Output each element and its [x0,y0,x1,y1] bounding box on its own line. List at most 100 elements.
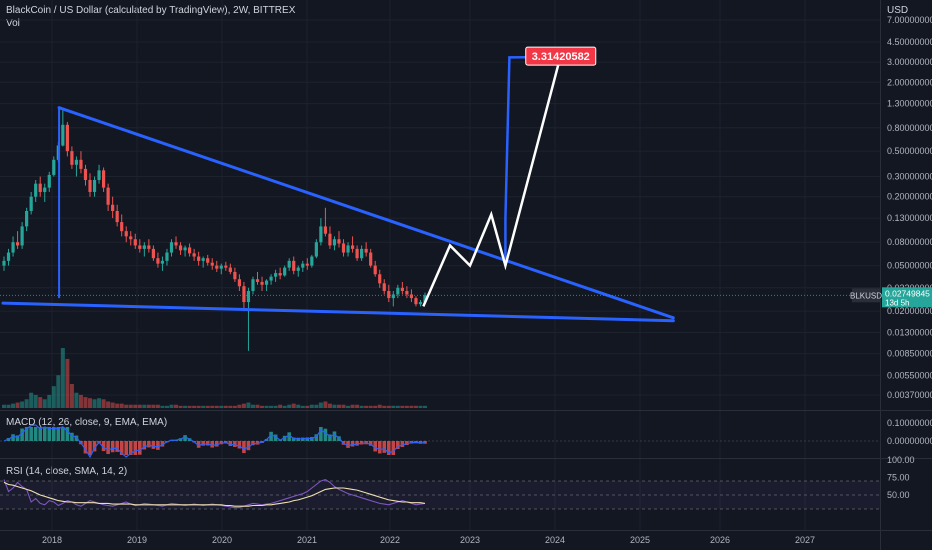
macd-histogram-bar [65,427,70,441]
volume-bar [409,405,414,408]
candle-body [246,290,251,303]
candle-body [301,263,305,268]
candle-body [124,231,128,237]
candle-body [373,265,377,275]
time-tick-label: 2025 [630,535,650,545]
volume-bar [97,398,102,408]
candle-body [188,247,192,254]
candle-body [88,179,92,192]
time-tick-label: 2021 [297,535,317,545]
macd-histogram-bar [138,441,142,455]
candle-body [70,151,74,165]
volume-bar [2,404,6,408]
volume-bar [346,405,351,408]
macd-histogram-bar [29,427,33,441]
candle-body [418,302,423,305]
macd-histogram-bar [314,434,319,441]
candle-body [341,243,346,253]
candle-body [52,159,56,175]
macd-histogram-bar [151,441,156,449]
volume-bar [327,403,332,408]
price-tick-label: 7.00000000 [887,15,932,25]
candle-body [409,294,414,299]
macd-histogram-bar [119,441,124,455]
time-tick-label: 2024 [545,535,565,545]
candle-body [11,242,15,253]
volume-bars [2,348,427,408]
candle-body [201,258,205,261]
volume-bar [142,404,147,408]
volume-bar [92,399,97,408]
candle-body [129,236,133,240]
volume-bar [395,405,400,408]
candle-body [255,279,260,282]
candle-body [251,279,255,291]
volume-bar [60,348,65,408]
volume-bar [264,405,269,408]
volume-bar [314,404,319,408]
candle-body [65,124,69,152]
candle-body [314,242,318,257]
macd-histogram-bar [70,432,74,441]
current-price-value: 0.02749845 [885,288,930,298]
volume-bar [359,405,364,408]
candle-body [192,253,196,257]
candle-body [237,279,241,287]
macd-histogram-bar [287,432,291,441]
volume-bar [88,398,93,408]
volume-bar [391,405,396,408]
volume-bar [241,403,246,408]
price-tick-label: 1.30000000 [887,99,932,109]
volume-bar [115,403,120,408]
macd-tick-label: 0.00000000 [887,436,932,446]
volume-bar [201,405,206,408]
candle-body [274,273,278,277]
macd-line [3,424,426,459]
rsi-title: RSI (14, close, SMA, 14, 2) [6,466,128,477]
candle-body [215,265,219,269]
macd-histogram-bar [128,441,133,455]
volume-bar [309,404,314,408]
volume-bar [350,404,355,408]
projection-path [422,48,569,307]
volume-bar [110,402,115,408]
macd-histogram-bar [310,436,314,441]
macd-histogram-bar [400,441,405,448]
volume-bar [237,404,242,408]
macd-histogram-bar [88,441,92,455]
macd-histogram-bar [391,441,396,455]
volume-bar [377,404,382,408]
volume-bar [137,404,142,408]
volume-bar [24,399,29,408]
time-tick-label: 2018 [42,535,62,545]
macd-histogram-bar [228,441,233,446]
volume-bar [78,394,83,408]
macd-histogram-bar [24,427,29,441]
candle-body [296,267,300,271]
candle-body [382,283,386,291]
volume-bar [364,405,369,408]
volume-bar [228,405,233,408]
volume-bar [33,394,38,408]
volume-bar [133,404,138,408]
candle-body [269,276,273,281]
volume-bar [382,405,387,408]
macd-histogram-bar [269,431,273,441]
candle-body [169,242,174,253]
price-tick-label: 0.00370000 [887,390,932,400]
volume-bar [124,404,129,408]
macd-histogram-bar [183,435,187,441]
volume-bar [6,404,11,408]
descending_resistance-line [57,106,675,320]
volume-bar [278,404,283,408]
candle-body [47,174,51,188]
candle-body [174,242,178,246]
volume-bar [300,405,305,408]
candle-body [97,170,101,180]
price-tick-label: 4.50000000 [887,37,932,47]
candle-body [101,170,106,188]
macd-histogram-bar [142,441,147,450]
measure-line-right [504,55,540,266]
currency-label: USD [887,5,909,16]
